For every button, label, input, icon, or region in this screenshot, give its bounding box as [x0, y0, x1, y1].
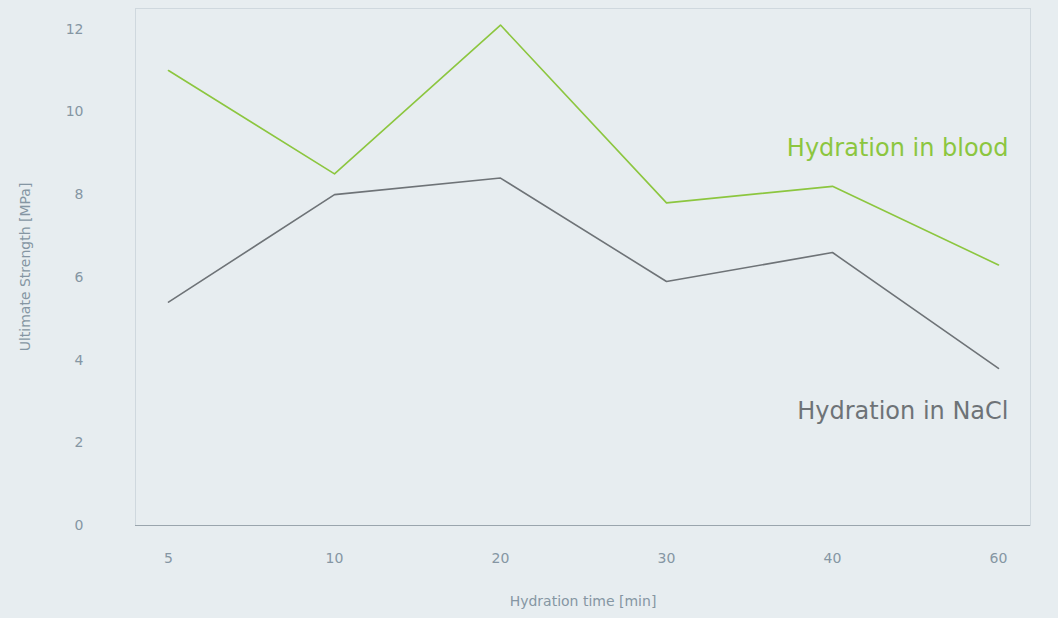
- svg-text:0: 0: [75, 517, 84, 533]
- svg-text:Hydration time [min]: Hydration time [min]: [510, 593, 657, 609]
- svg-text:4: 4: [75, 352, 84, 368]
- svg-text:Hydration in blood: Hydration in blood: [787, 134, 1009, 162]
- svg-text:20: 20: [492, 550, 510, 566]
- svg-text:12: 12: [66, 21, 84, 37]
- svg-text:60: 60: [990, 550, 1008, 566]
- svg-text:8: 8: [75, 186, 84, 202]
- svg-text:2: 2: [75, 434, 84, 450]
- svg-text:40: 40: [824, 550, 842, 566]
- svg-text:10: 10: [326, 550, 344, 566]
- svg-text:Hydration in NaCl: Hydration in NaCl: [797, 397, 1008, 425]
- svg-text:6: 6: [75, 269, 84, 285]
- svg-text:Ultimate Strength [MPa]: Ultimate Strength [MPa]: [17, 183, 33, 352]
- svg-text:30: 30: [658, 550, 676, 566]
- svg-text:5: 5: [164, 550, 173, 566]
- svg-text:10: 10: [66, 103, 84, 119]
